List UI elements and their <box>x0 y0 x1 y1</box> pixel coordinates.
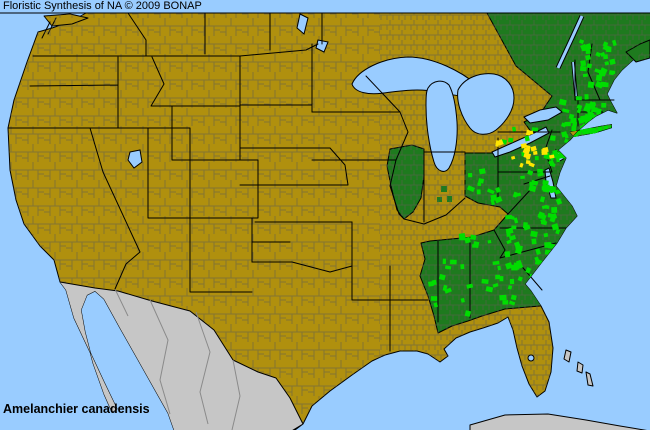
species-name-label: Amelanchier canadensis <box>3 402 150 416</box>
other-waterbodies <box>127 13 585 362</box>
bahamas-islands <box>563 349 594 387</box>
great-lakes <box>351 56 563 172</box>
cuba-island <box>469 413 648 430</box>
caribbean-islands <box>469 349 648 430</box>
state-borders <box>0 12 650 352</box>
county-speckles <box>428 39 617 317</box>
map-title: Floristic Synthesis of NA © 2009 BONAP <box>3 0 202 12</box>
